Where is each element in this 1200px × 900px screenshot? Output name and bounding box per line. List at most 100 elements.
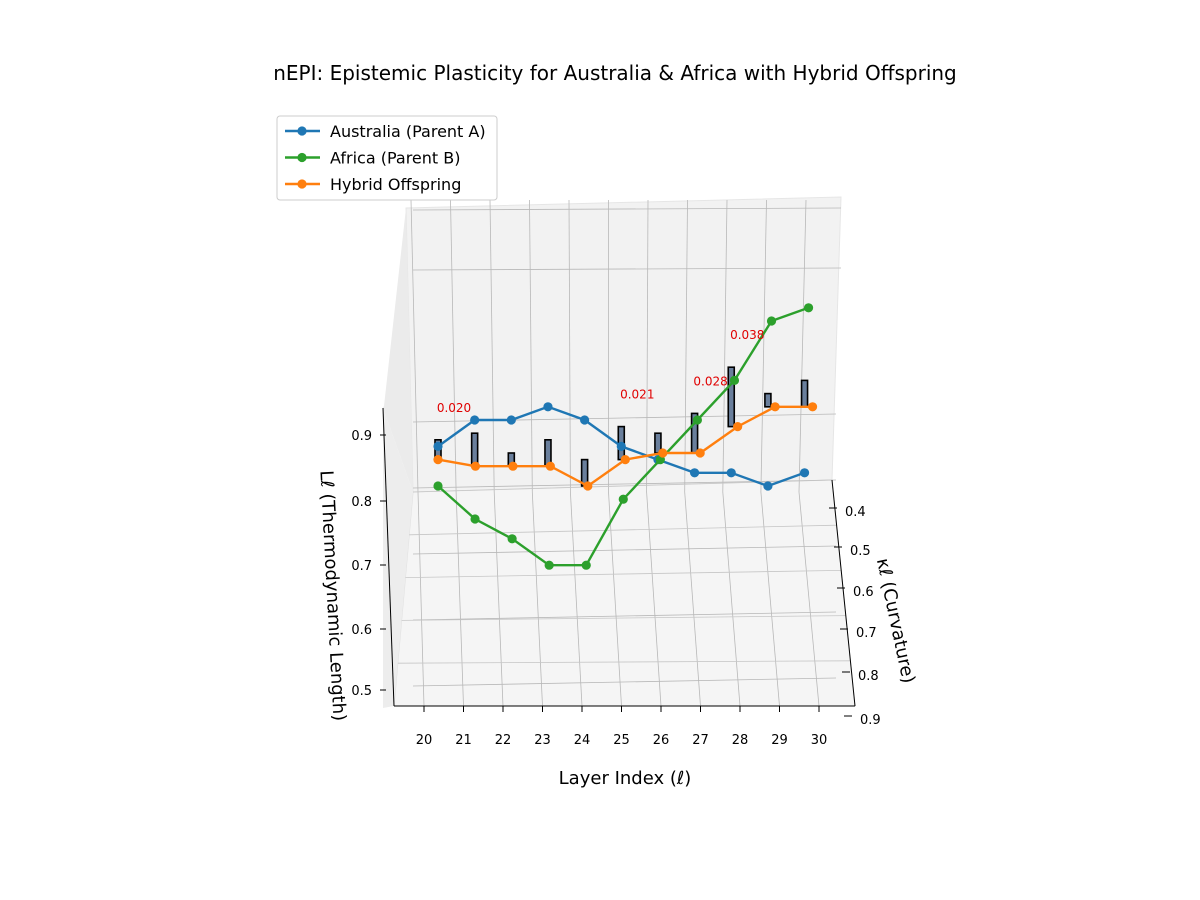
x-grid-line: [570, 491, 583, 707]
z-grid-line: [412, 545, 837, 555]
x-axis-label: Layer Index (ℓ): [559, 768, 692, 789]
x-grid-line-back: [450, 199, 457, 493]
y-tick-label: 0.7: [856, 626, 877, 641]
legend-label: Australia (Parent A): [330, 122, 486, 141]
x-grid-line: [493, 491, 504, 707]
series-point: [508, 461, 518, 471]
series-point: [618, 494, 628, 504]
chart-title: nEPI: Epistemic Plasticity for Australia…: [273, 61, 957, 85]
z-axis-line: [382, 407, 395, 707]
y-grid-line: [397, 660, 851, 664]
series-point: [581, 560, 591, 570]
series-point: [580, 415, 590, 425]
series-point: [658, 448, 668, 458]
legend-label: Africa (Parent B): [330, 149, 460, 168]
z-tick-label: 0.8: [351, 495, 372, 510]
y-tick-label: 0.9: [860, 713, 881, 728]
y-axis-line: [831, 479, 856, 707]
series-point: [803, 303, 814, 313]
series-point: [433, 481, 443, 491]
x-tick-label: 22: [495, 733, 512, 748]
y-ticks: 0.4 0.5 0.6 0.7 0.8 0.9: [829, 505, 881, 728]
series-point: [726, 468, 736, 478]
left-pane: [383, 208, 413, 492]
x-tick-label: 23: [534, 733, 551, 748]
y-tick-label: 0.6: [853, 585, 874, 600]
legend-items: Australia (Parent A) Africa (Parent B) Hyb…: [285, 122, 486, 194]
x-grid-line-back: [410, 199, 419, 493]
x-grid-line: [608, 491, 622, 707]
z-axis-label: Lℓ (Thermodynamic Length): [315, 470, 349, 722]
y-tick-label: 0.5: [850, 544, 871, 559]
series-point: [545, 461, 555, 471]
x-grid-line-back: [798, 199, 807, 493]
series-point: [620, 455, 630, 465]
series-point: [470, 461, 481, 471]
x-tick-label: 30: [811, 733, 828, 748]
series-point: [807, 402, 818, 412]
x-tick-label: 27: [692, 733, 709, 748]
series-point: [770, 402, 780, 412]
z-ticks: 0.5 0.6 0.7 0.8 0.9: [351, 429, 386, 699]
series-lines: [433, 303, 818, 570]
y-axis-label: κℓ (Curvature): [872, 556, 919, 685]
x-grid-line: [531, 491, 543, 707]
x-grid-line-back: [568, 199, 571, 493]
plasticity-bar: [727, 366, 736, 428]
y-grid-line: [409, 524, 837, 536]
annotation-label: 0.038: [730, 328, 764, 342]
x-grid-line: [455, 491, 464, 707]
series-point: [506, 415, 516, 425]
x-tick-label: 20: [416, 733, 433, 748]
x-grid-line: [684, 491, 701, 707]
x-tick-label: 24: [574, 733, 591, 748]
floor-pane: [393, 479, 856, 707]
z-grid-line: [412, 677, 837, 687]
legend-marker: [297, 152, 307, 163]
plasticity-bar: [764, 392, 772, 408]
z-grid-line: [412, 611, 837, 621]
series-point: [766, 316, 777, 326]
y-tick-label: 0.4: [845, 505, 866, 520]
series-point: [433, 441, 443, 451]
x-tick-label: 26: [653, 733, 670, 748]
series-point: [544, 560, 554, 570]
x-ticks: 20 21 22 23 24 25 26 27 28 29 30: [416, 706, 828, 748]
x-tick-label: 28: [732, 733, 749, 748]
annotation-label: 0.020: [437, 401, 471, 415]
x-grid-line: [798, 491, 820, 707]
y-grid-line: [412, 479, 833, 493]
series-point: [470, 514, 480, 524]
y-grid-line: [405, 570, 842, 578]
y-tick-label: 0.8: [858, 669, 879, 684]
annotation-label: 0.028: [693, 374, 727, 388]
legend: Australia (Parent A) Africa (Parent B) Hyb…: [276, 115, 498, 201]
z-grid-line: [412, 479, 837, 489]
x-grid-line-back: [760, 199, 767, 493]
x-grid-line-back: [529, 199, 533, 493]
x-tick-label: 29: [771, 733, 788, 748]
plasticity-bar: [470, 432, 479, 468]
series-point: [470, 415, 480, 425]
x-grid-line: [760, 491, 780, 707]
series-point: [799, 468, 810, 478]
plasticity-bar: [800, 379, 809, 408]
x-tick-label: 21: [455, 733, 472, 748]
y-grid-line: [401, 615, 846, 621]
series-point: [433, 455, 443, 465]
annotations: 0.020 0.021 0.028 0.038: [437, 328, 765, 415]
side-pane: [383, 408, 413, 708]
series-point: [763, 481, 773, 491]
series-point: [729, 375, 740, 385]
z-tick-label: 0.9: [351, 429, 372, 444]
x-grid-line-back: [489, 199, 495, 493]
series-point: [507, 534, 517, 544]
series-point: [733, 422, 743, 432]
series-point: [692, 415, 702, 425]
x-grid-line-back: [684, 199, 688, 493]
series-point: [583, 481, 593, 491]
series-point: [689, 468, 700, 478]
legend-label: Hybrid Offspring: [330, 175, 461, 194]
legend-box: [276, 115, 498, 201]
